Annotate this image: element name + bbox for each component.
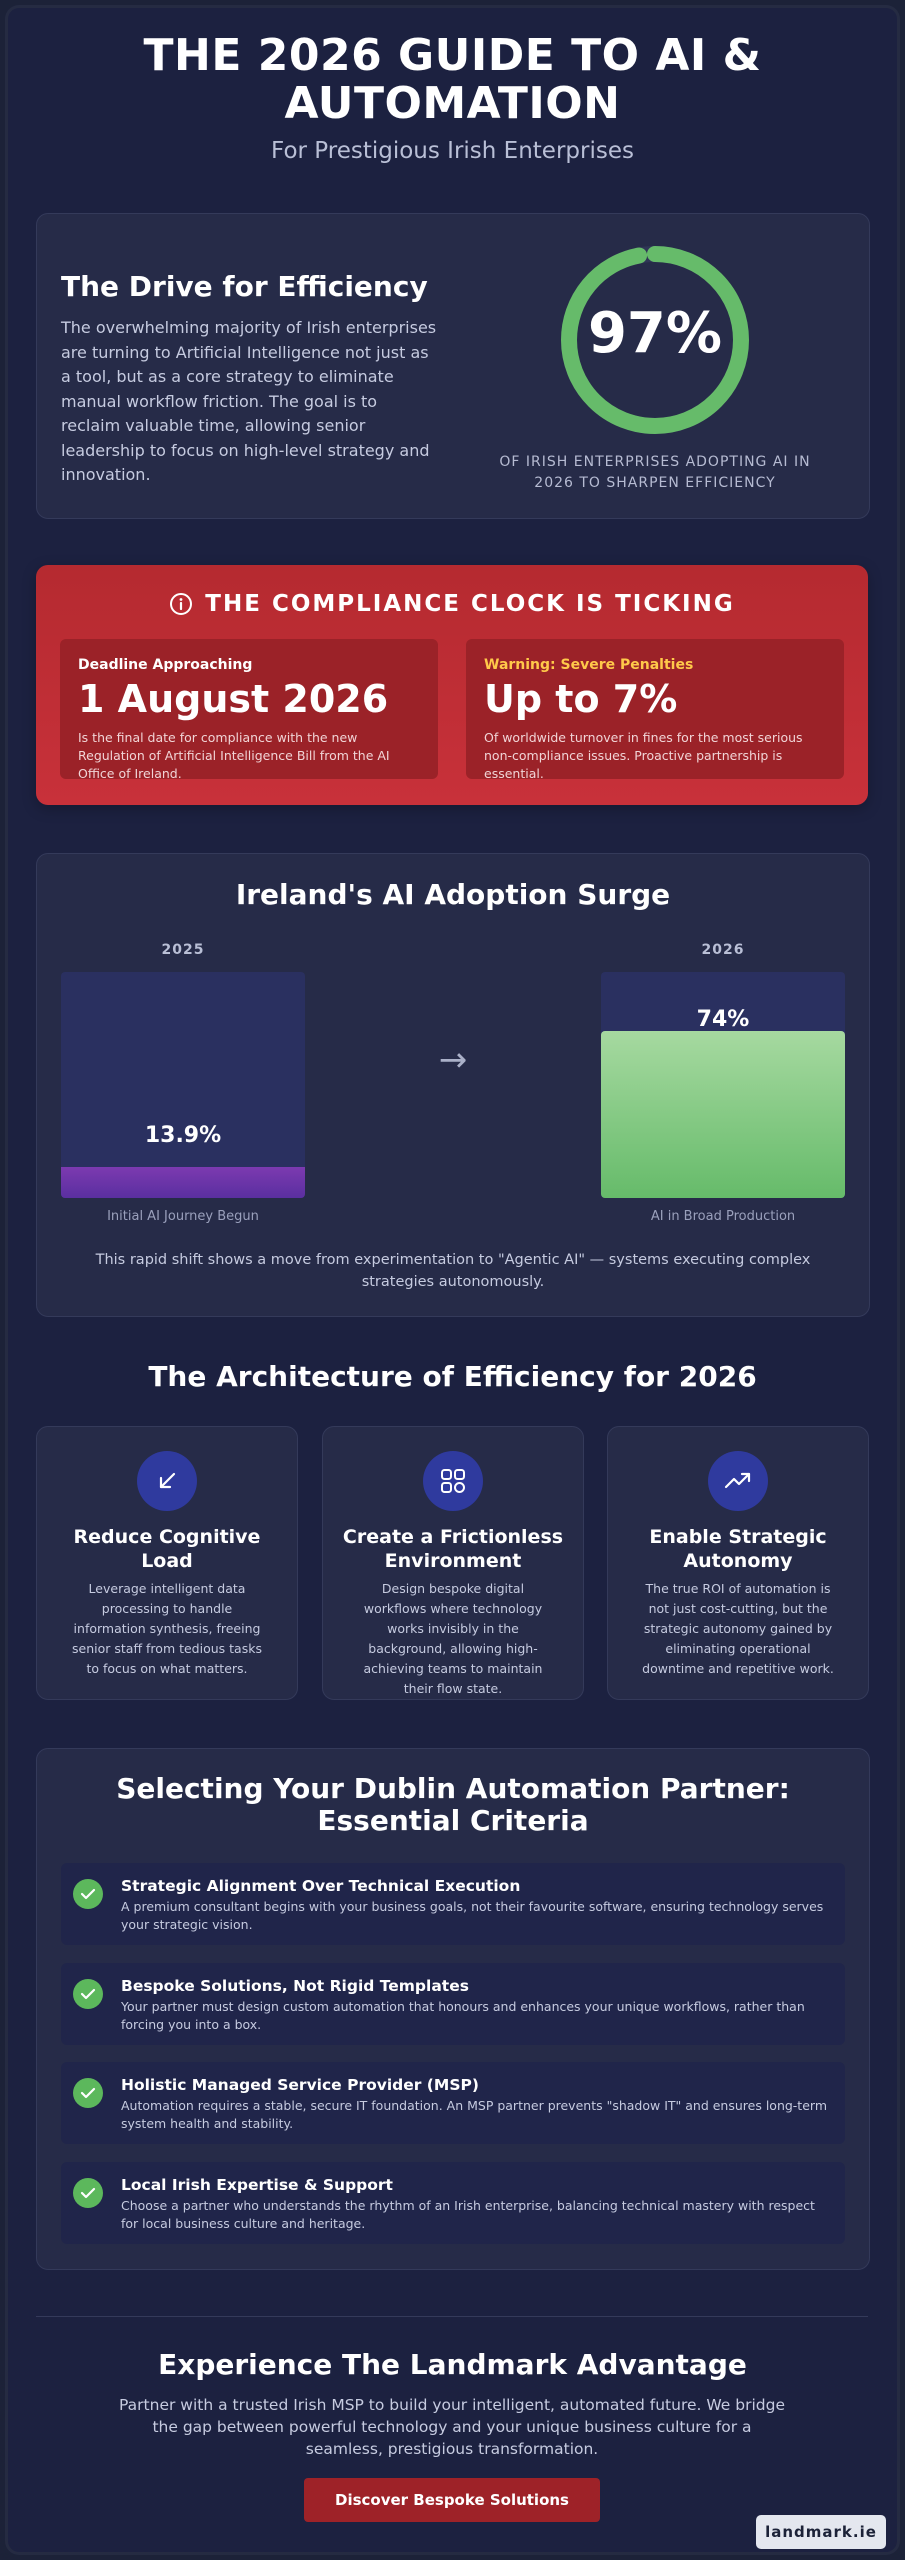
pillar-text: Design bespoke digital workflows where t… (363, 1581, 543, 1696)
criteria-item-text: Automation requires a stable, secure IT … (121, 2098, 827, 2131)
pillar-strategic-autonomy: Enable Strategic Autonomy The true ROI o… (607, 1426, 869, 1700)
grid-icon (423, 1451, 483, 1511)
architecture-title: The Architecture of Efficiency for 2026 (148, 1360, 757, 1393)
adoption-title: Ireland's AI Adoption Surge (235, 878, 671, 911)
page-title-line-1: THE 2026 GUIDE TO AI & (143, 30, 762, 81)
arrow-right-icon: → (438, 1040, 468, 1080)
pillar-frictionless-environment: Create a Frictionless Environment Design… (322, 1426, 584, 1700)
bar-value-2025: 13.9% (144, 1123, 222, 1148)
bar-caption-2025: Initial AI Journey Begun (107, 1209, 259, 1224)
bar-year-label-2025: 2025 (161, 942, 205, 958)
criteria-card: Selecting Your Dublin Automation Partner… (36, 1748, 870, 2270)
criteria-title: Selecting Your Dublin Automation Partner… (116, 1772, 790, 1837)
check-circle-icon (73, 2078, 103, 2108)
efficiency-body: The overwhelming majority of Irish enter… (61, 318, 437, 484)
info-icon (169, 592, 193, 622)
adoption-card: Ireland's AI Adoption Surge 2025 13.9% I… (36, 853, 870, 1317)
bar-track-2025 (61, 972, 305, 1198)
discover-solutions-button[interactable]: Discover Bespoke Solutions (304, 2478, 600, 2522)
check-circle-icon (73, 1979, 103, 2009)
pillar-title: Create a Frictionless Environment (342, 1526, 564, 1572)
check-circle-icon (73, 2178, 103, 2208)
efficiency-title: The Drive for Efficiency (61, 270, 428, 303)
brand-badge[interactable]: landmark.ie (756, 2515, 886, 2549)
deadline-text: Is the final date for compliance with th… (78, 730, 390, 781)
compliance-heading-text: THE COMPLIANCE CLOCK IS TICKING (205, 591, 735, 617)
check-circle-icon (73, 1879, 103, 1909)
bar-2025 (61, 1167, 305, 1198)
penalties-value: Up to 7% (484, 677, 678, 721)
deadline-value: 1 August 2026 (78, 677, 389, 721)
pillar-text: Leverage intelligent data processing to … (72, 1581, 262, 1676)
page-subtitle: For Prestigious Irish Enterprises (271, 138, 634, 164)
efficiency-stat-value: 97% (587, 301, 723, 366)
efficiency-stat-caption: OF IRISH ENTERPRISES ADOPTING AI IN 2026… (499, 454, 811, 491)
trending-up-icon (708, 1451, 768, 1511)
compliance-heading: THE COMPLIANCE CLOCK IS TICKING (36, 591, 868, 622)
gauge-arc (561, 246, 749, 434)
bar-year-label-2026: 2026 (701, 942, 745, 958)
criteria-item-title: Strategic Alignment Over Technical Execu… (121, 1877, 521, 1895)
pillar-title: Enable Strategic Autonomy (649, 1526, 827, 1572)
efficiency-card: The Drive for Efficiency The overwhelmin… (36, 213, 870, 519)
criteria-item: Strategic Alignment Over Technical Execu… (61, 1863, 845, 1945)
page-title-line-2: AUTOMATION (284, 78, 621, 129)
footer-title: Experience The Landmark Advantage (158, 2348, 747, 2381)
bar-2026 (601, 1031, 845, 1198)
pillar-title: Reduce Cognitive Load (73, 1526, 261, 1572)
pillar-text: The true ROI of automation is not just c… (642, 1581, 834, 1676)
arrow-down-left-icon (137, 1451, 197, 1511)
bar-caption-2026: AI in Broad Production (650, 1209, 796, 1224)
compliance-banner: THE COMPLIANCE CLOCK IS TICKING Deadline… (36, 565, 868, 805)
bar-value-2026: 74% (696, 1007, 750, 1032)
section-divider (36, 2316, 868, 2317)
criteria-item-text: Your partner must design custom automati… (121, 1999, 805, 2032)
criteria-item-title: Bespoke Solutions, Not Rigid Templates (121, 1977, 469, 1995)
bar-track-2026 (601, 972, 845, 1198)
footer-text: Partner with a trusted Irish MSP to buil… (119, 2396, 785, 2458)
adoption-note: This rapid shift shows a move from exper… (95, 1252, 811, 1290)
criteria-item-text: Choose a partner who understands the rhy… (121, 2198, 815, 2231)
criteria-item: Local Irish Expertise & Support Choose a… (61, 2162, 845, 2244)
page-title: THE 2026 GUIDE TO AI & AUTOMATION (0, 32, 905, 128)
adoption-ring-gauge (561, 246, 749, 434)
criteria-item: Bespoke Solutions, Not Rigid Templates Y… (61, 1963, 845, 2045)
criteria-item-title: Holistic Managed Service Provider (MSP) (121, 2076, 479, 2094)
criteria-item-title: Local Irish Expertise & Support (121, 2176, 393, 2194)
penalties-text: Of worldwide turnover in fines for the m… (484, 730, 803, 781)
deadline-label: Deadline Approaching (78, 657, 253, 673)
penalties-label: Warning: Severe Penalties (484, 657, 694, 673)
deadline-box: Deadline Approaching 1 August 2026 Is th… (60, 639, 438, 781)
penalties-box: Warning: Severe Penalties Up to 7% Of wo… (466, 639, 844, 781)
criteria-item-text: A premium consultant begins with your bu… (121, 1899, 824, 1932)
criteria-item: Holistic Managed Service Provider (MSP) … (61, 2062, 845, 2144)
pillar-reduce-cognitive-load: Reduce Cognitive Load Leverage intellige… (36, 1426, 298, 1700)
